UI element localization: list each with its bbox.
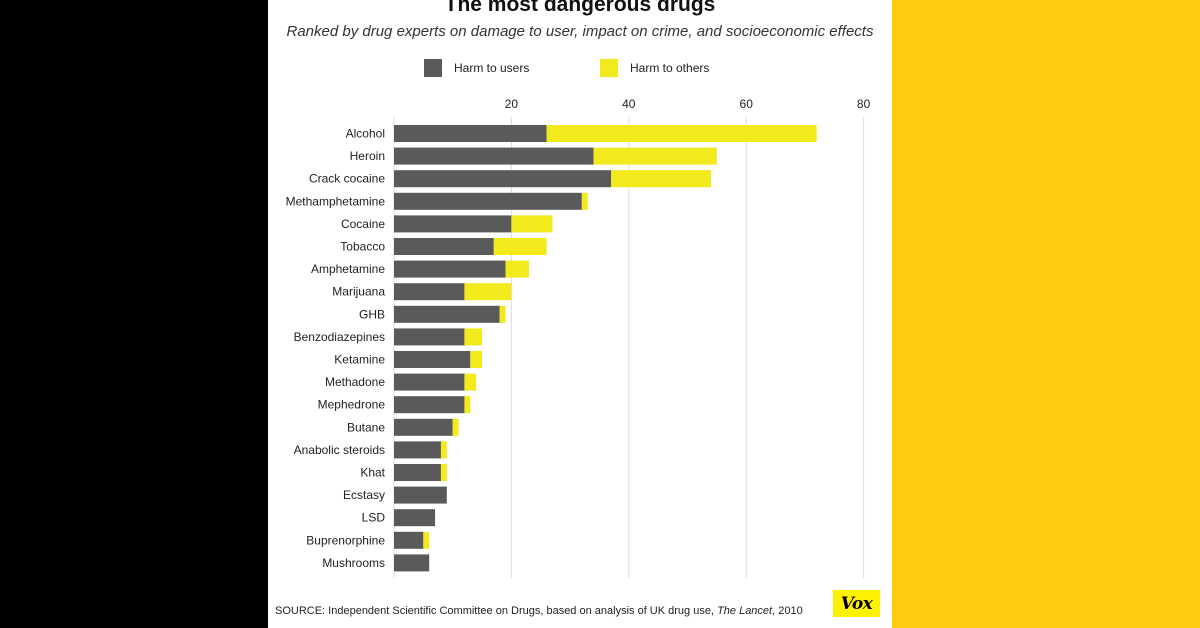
chart-subtitle: Ranked by drug experts on damage to user…	[286, 23, 874, 40]
bar-harm-to-others-buprenorphine	[423, 531, 430, 549]
bar-harm-to-others-heroin	[593, 147, 717, 165]
category-label-khat: Khat	[360, 466, 385, 480]
bar-harm-to-users-ketamine	[394, 351, 471, 368]
bar-harm-to-users-methamphetamine	[394, 192, 582, 210]
vox-logo-text: Vox	[840, 593, 873, 614]
bar-harm-to-others-crack-cocaine	[611, 170, 711, 188]
bar-harm-to-others-butane	[452, 418, 459, 436]
category-label-methamphetamine: Methamphetamine	[286, 194, 386, 208]
bar-harm-to-users-benzodiazepines	[394, 328, 465, 346]
category-label-alcohol: Alcohol	[346, 127, 385, 141]
source-publication: The Lancet	[717, 605, 773, 617]
bar-harm-to-others-ghb	[499, 305, 506, 323]
bar-harm-to-users-mushrooms	[394, 554, 430, 572]
x-tick-label-40: 40	[622, 97, 636, 111]
bar-harm-to-others-methadone	[464, 373, 477, 391]
x-tick-label-60: 60	[740, 97, 754, 111]
legend-swatch-harm-to-users	[424, 59, 442, 77]
bar-harm-to-others-marijuana	[464, 283, 512, 301]
bar-harm-to-others-tobacco	[493, 238, 547, 255]
category-label-mushrooms: Mushrooms	[322, 556, 385, 570]
bar-harm-to-others-methamphetamine	[581, 192, 588, 210]
bar-harm-to-users-alcohol	[394, 125, 547, 142]
bar-harm-to-others-ketamine	[470, 351, 483, 368]
right-background-band	[892, 0, 1200, 628]
bar-harm-to-others-anabolic-steroids	[440, 441, 447, 459]
bar-harm-to-users-butane	[394, 418, 453, 436]
chart-title: The most dangerous drugs	[444, 0, 716, 16]
bar-harm-to-users-ghb	[394, 305, 500, 323]
bar-harm-to-others-alcohol	[546, 125, 817, 142]
bar-harm-to-users-anabolic-steroids	[394, 441, 441, 459]
category-label-mephedrone: Mephedrone	[318, 398, 386, 412]
category-label-methadone: Methadone	[325, 375, 385, 389]
bar-chart: 20 40 60 80 Alcohol Heroin Crack cocaine Metham…	[286, 97, 871, 578]
bar-harm-to-users-buprenorphine	[394, 531, 424, 549]
chart-panel: The most dangerous drugs Ranked by drug …	[268, 0, 892, 628]
category-label-amphetamine: Amphetamine	[311, 262, 385, 276]
category-label-ecstasy: Ecstasy	[343, 488, 385, 502]
legend-label-harm-to-others: Harm to others	[630, 61, 710, 75]
category-label-anabolic-steroids: Anabolic steroids	[294, 443, 385, 457]
category-label-butane: Butane	[347, 420, 385, 434]
category-label-crack-cocaine: Crack cocaine	[309, 172, 385, 186]
bar-harm-to-users-ecstasy	[394, 486, 447, 504]
legend-swatch-harm-to-others	[600, 59, 618, 77]
category-label-marijuana: Marijuana	[332, 285, 385, 299]
bar-harm-to-users-lsd	[394, 509, 436, 527]
bar-harm-to-others-benzodiazepines	[464, 328, 483, 346]
category-label-lsd: LSD	[362, 511, 386, 525]
category-label-cocaine: Cocaine	[341, 217, 385, 231]
category-label-heroin: Heroin	[350, 149, 385, 163]
category-label-ketamine: Ketamine	[334, 353, 385, 367]
bar-harm-to-users-amphetamine	[394, 260, 506, 278]
bar-harm-to-users-heroin	[394, 147, 594, 165]
x-tick-label-80: 80	[857, 97, 871, 111]
category-label-ghb: GHB	[359, 307, 385, 321]
bar-harm-to-users-marijuana	[394, 283, 465, 301]
category-label-tobacco: Tobacco	[340, 240, 385, 254]
bar-harm-to-others-mephedrone	[464, 396, 471, 414]
bar-harm-to-users-cocaine	[394, 215, 512, 233]
bar-harm-to-users-crack-cocaine	[394, 170, 612, 188]
x-tick-label-20: 20	[505, 97, 519, 111]
bar-harm-to-others-cocaine	[511, 215, 553, 233]
legend-label-harm-to-users: Harm to users	[454, 61, 530, 75]
category-label-benzodiazepines: Benzodiazepines	[294, 330, 385, 344]
bar-harm-to-users-khat	[394, 464, 441, 481]
bar-harm-to-others-amphetamine	[505, 260, 530, 278]
vox-logo: Vox	[833, 590, 880, 617]
legend-item-harm-to-others: Harm to others	[600, 58, 709, 78]
bar-harm-to-users-tobacco	[394, 238, 494, 255]
source-year: , 2010	[772, 605, 803, 617]
bar-harm-to-users-mephedrone	[394, 396, 465, 414]
bar-harm-to-users-methadone	[394, 373, 465, 391]
source-note: SOURCE: Independent Scientific Committee…	[275, 605, 803, 617]
source-text: SOURCE: Independent Scientific Committee…	[275, 605, 718, 617]
bar-harm-to-others-khat	[440, 464, 447, 481]
legend-item-harm-to-users: Harm to users	[424, 58, 529, 78]
category-label-buprenorphine: Buprenorphine	[306, 533, 385, 547]
